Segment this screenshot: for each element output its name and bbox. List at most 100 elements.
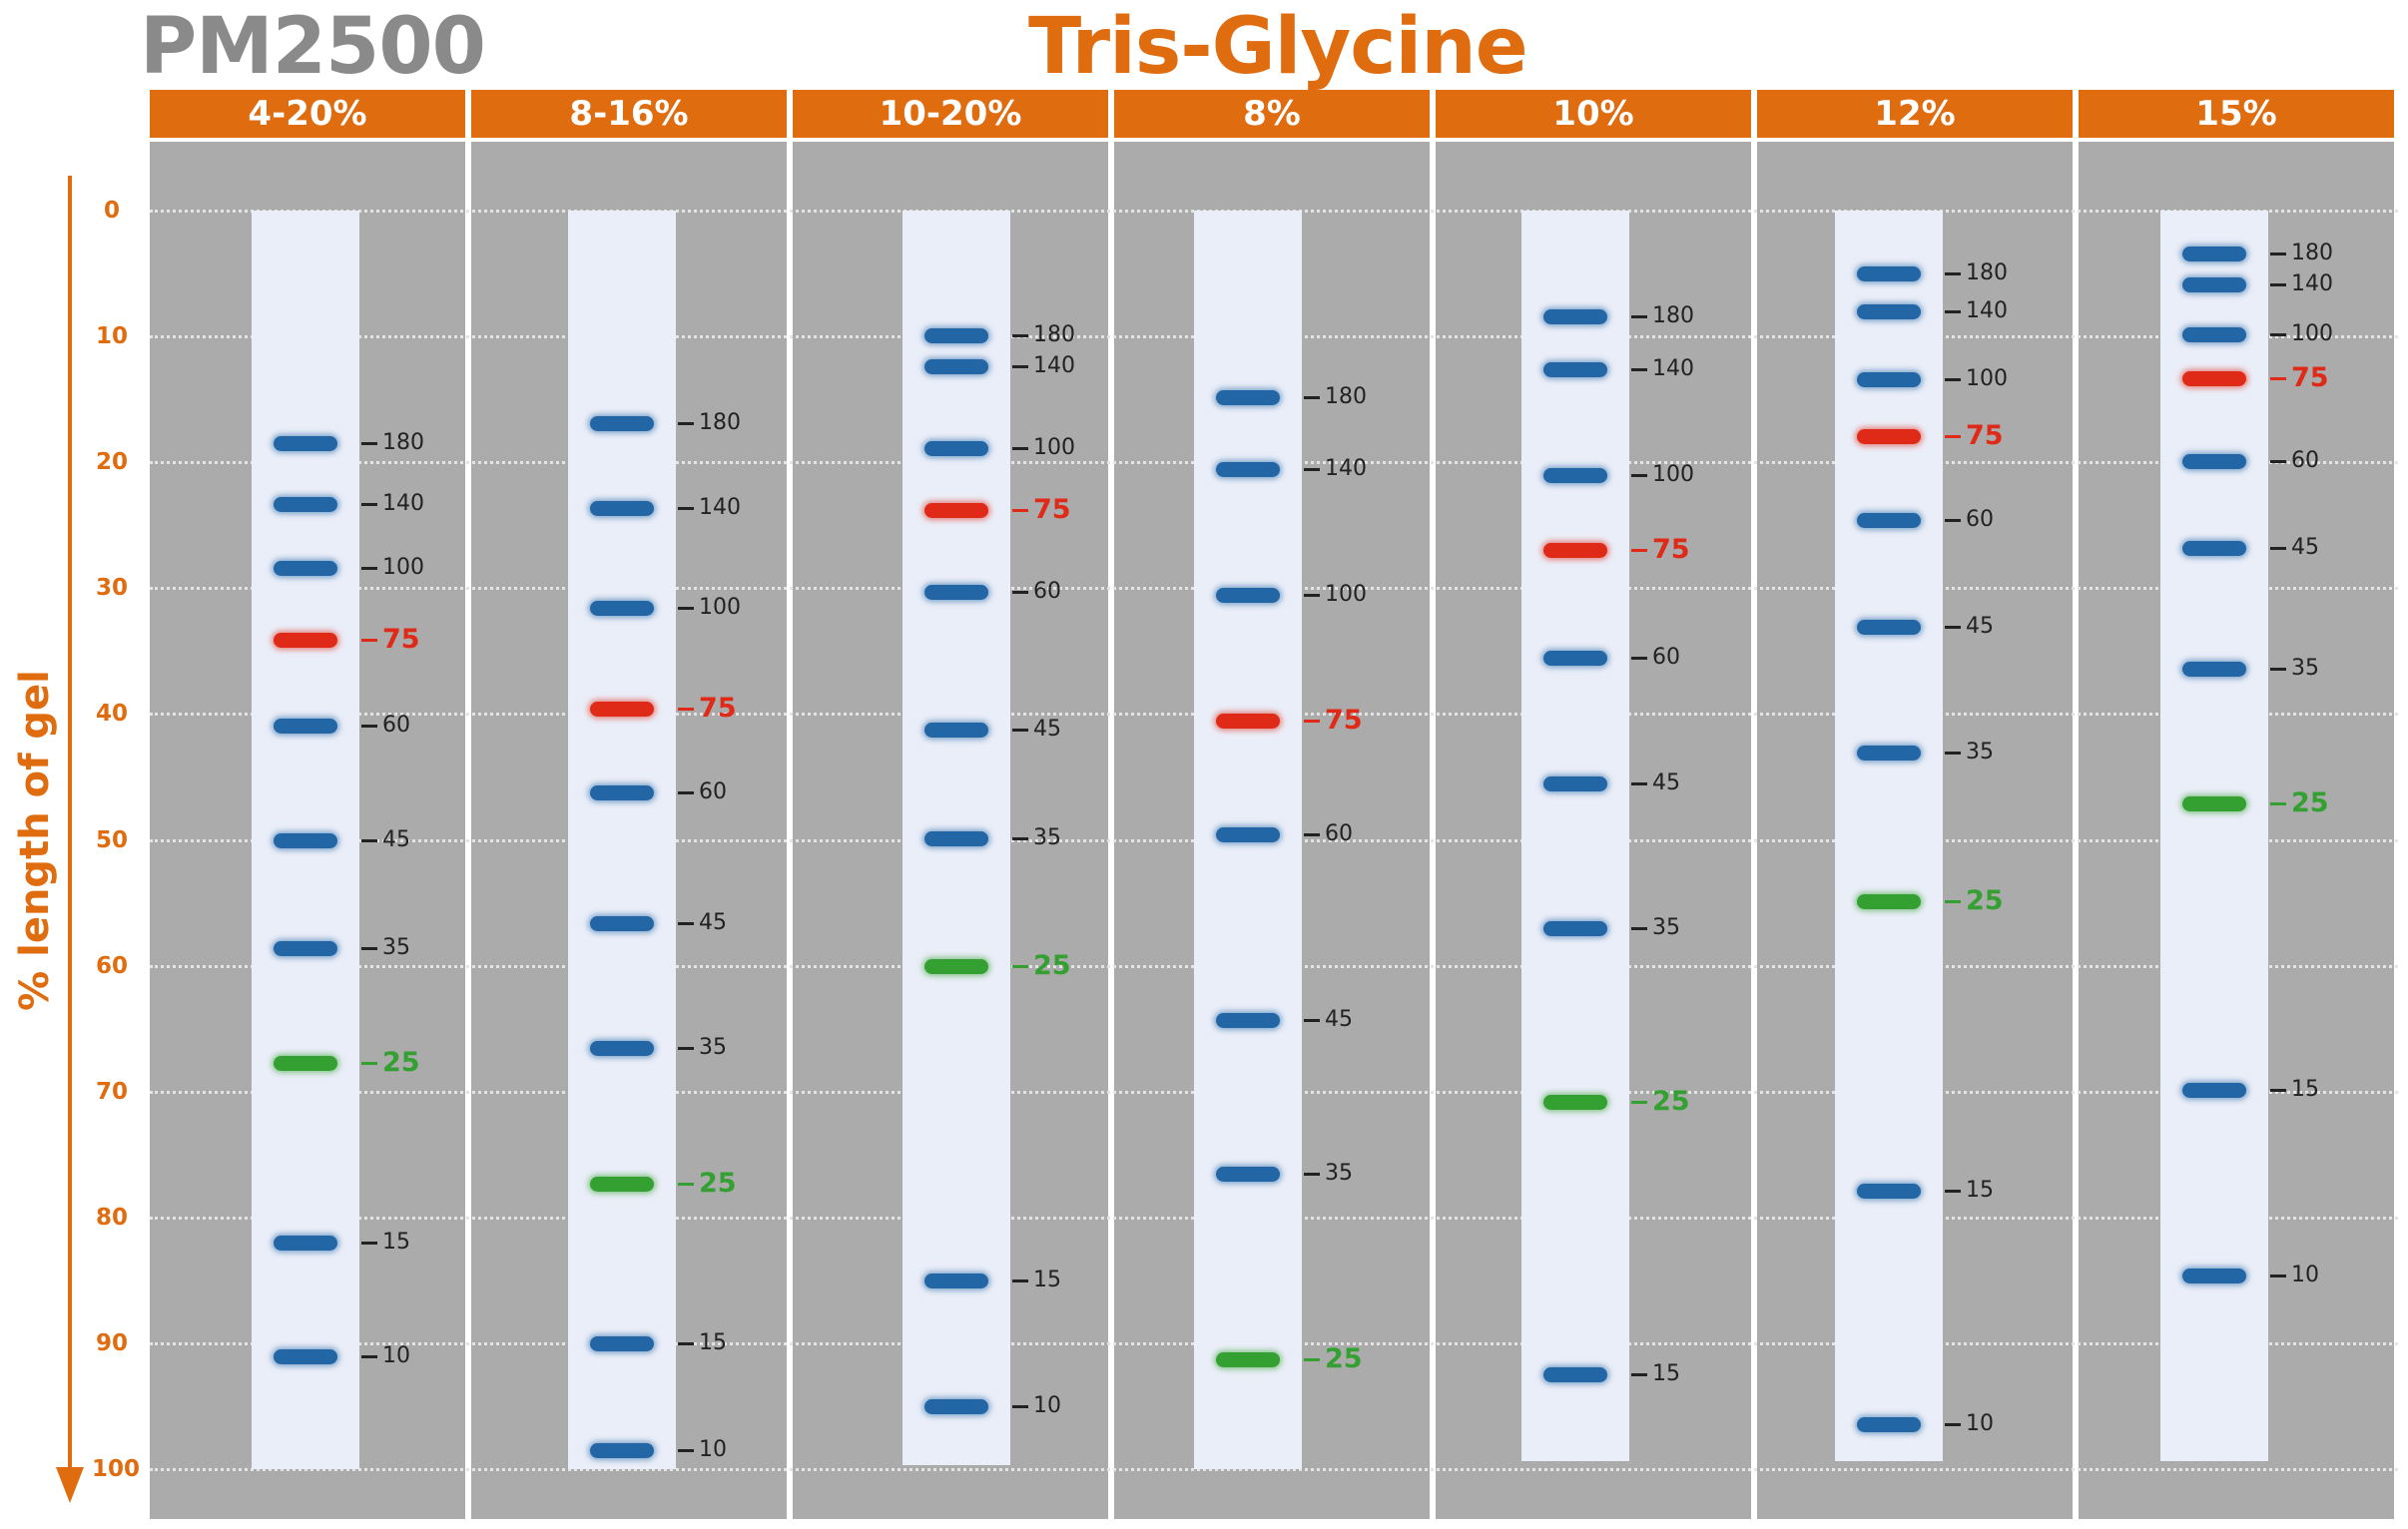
band-label: 75 [1652,534,1690,566]
band-tick [1012,365,1028,369]
gel-header: 12% [1757,90,2073,138]
band-tick [2270,283,2286,287]
band-label: 35 [1652,914,1680,940]
band-label: 10 [382,1342,410,1368]
band-label: 75 [1033,494,1071,526]
band-tick [1945,309,1961,313]
band-tick [678,607,694,611]
band-tick [2270,668,2286,671]
band-tick [678,1046,694,1050]
band-tick [1304,593,1320,597]
band [1857,620,1921,636]
band [274,633,337,648]
band-tick [1304,1172,1320,1176]
band-label: 140 [1325,455,1367,481]
band-label: 10 [2291,1262,2319,1287]
band-tick [678,790,694,794]
band-label: 180 [1652,302,1694,328]
band [1216,461,1280,477]
band [1216,713,1280,729]
band-label: 15 [1966,1178,1994,1204]
band-tick [1304,833,1320,837]
band-label: 60 [382,712,410,738]
band-label: 45 [699,909,727,935]
band-label: 35 [1033,825,1061,851]
band-tick [2270,801,2286,805]
band-label: 15 [382,1230,410,1256]
band-label: 35 [382,934,410,960]
band-tick [1012,447,1028,451]
band [924,327,988,343]
band [1857,266,1921,282]
product-title: PM2500 [140,2,486,92]
band-label: 45 [1966,614,1994,640]
band-tick [1945,272,1961,276]
band [590,784,654,800]
band [924,359,988,375]
axis-tick-label: 70 [95,1078,128,1105]
band [1216,1166,1280,1182]
buffer-title: Tris-Glycine [1028,2,1528,92]
band-tick [1012,509,1028,513]
band-label: 25 [1033,949,1071,981]
band-tick [1945,1422,1961,1426]
axis-tick-label: 30 [95,575,128,602]
axis-tick-label: 80 [95,1204,128,1231]
gel-header: 10-20% [793,90,1108,138]
axis-tick-label: 40 [95,701,128,728]
band-tick [1304,467,1320,471]
band-tick [1631,656,1647,660]
band [2182,277,2246,293]
band-tick [1304,1358,1320,1362]
band [274,436,337,452]
band-label: 60 [2291,447,2319,473]
band-label: 25 [382,1046,420,1078]
band [590,500,654,516]
band-tick [1631,314,1647,318]
band [1857,513,1921,529]
band-label: 100 [1325,581,1367,607]
band-label: 25 [1966,885,2004,917]
band-label: 60 [1966,507,1994,533]
band [590,1443,654,1459]
band-label: 100 [382,555,424,581]
band-label: 15 [1033,1267,1061,1292]
band [924,831,988,847]
gel-lane [2160,211,2268,1462]
band-tick [1631,473,1647,477]
band-label: 100 [1966,365,2008,391]
band-tick [678,1449,694,1453]
band [1857,371,1921,387]
band-tick [1945,626,1961,630]
band-tick [1945,377,1961,381]
band-label: 45 [1325,1006,1353,1032]
band-label: 35 [699,1034,727,1060]
band-tick [1012,728,1028,732]
gel-lane [568,211,676,1469]
band-tick [1945,1190,1961,1194]
band [1543,1094,1607,1110]
band-tick [1945,434,1961,438]
band-tick [361,946,377,950]
band [1216,389,1280,405]
band [1216,587,1280,603]
axis-tick-label: 0 [103,198,120,224]
band [1857,1416,1921,1432]
band-tick [1304,1018,1320,1022]
band-label: 25 [1652,1085,1690,1117]
gel-header: 4-20% [150,90,465,138]
band-label: 140 [1652,355,1694,381]
band [1543,467,1607,483]
band-label: 60 [699,778,727,804]
band-tick [361,442,377,446]
band-tick [2270,459,2286,463]
band-label: 10 [1033,1392,1061,1418]
band-label: 100 [2291,320,2333,346]
band-tick [1012,591,1028,595]
band-tick [678,921,694,925]
axis-tick-label: 90 [95,1329,128,1356]
band [1857,428,1921,444]
band-tick [678,708,694,712]
band-tick [361,639,377,642]
band-tick [1012,1404,1028,1408]
